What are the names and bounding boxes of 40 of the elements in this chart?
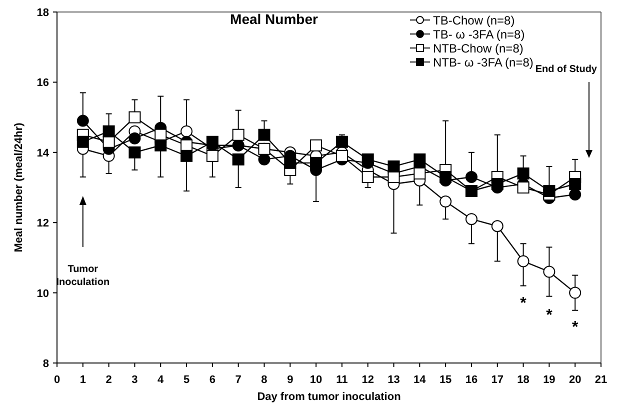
x-tick-label: 0 [54, 374, 60, 386]
x-tick-label: 1 [80, 374, 86, 386]
x-tick-label: 20 [568, 374, 582, 386]
x-tick-label: 14 [414, 374, 427, 386]
x-tick-label: 12 [362, 374, 374, 386]
x-tick-label: 19 [543, 374, 556, 386]
y-tick-label: 16 [36, 77, 49, 90]
x-tick-label: 8 [261, 374, 268, 386]
x-tick-label: 13 [388, 374, 400, 386]
x-tick-label: 18 [517, 374, 530, 386]
x-tick-label: 17 [491, 374, 504, 386]
x-tick-label: 16 [465, 374, 478, 386]
legend-label: NTB- ω -3FA (n=8) [433, 56, 534, 70]
x-axis-title: Day from tumor inoculation [257, 391, 402, 403]
y-tick-label: 12 [36, 218, 49, 230]
legend-label: TB- ω -3FA (n=8) [433, 28, 525, 42]
annotation: * [520, 295, 528, 312]
x-tick-label: 21 [594, 374, 608, 386]
x-tick-label: 3 [132, 374, 138, 386]
legend-label: TB-Chow (n=8) [433, 14, 515, 28]
legend-label: NTB-Chow (n=8) [433, 42, 524, 56]
annotation: End of Study [535, 64, 598, 75]
annotation: * [546, 307, 554, 324]
y-axis-title: Meal number (meal/24hr) [13, 122, 25, 252]
annotation: Tumor Inoculation [56, 264, 110, 288]
x-tick-label: 10 [310, 374, 322, 386]
x-tick-label: 7 [235, 374, 242, 386]
chart-title: Meal Number [230, 11, 318, 27]
x-tick-label: 5 [183, 374, 190, 386]
y-tick-label: 14 [36, 147, 50, 160]
x-tick-label: 11 [336, 374, 348, 386]
x-tick-label: 15 [439, 374, 452, 386]
y-tick-label: 8 [42, 358, 49, 370]
x-tick-label: 2 [106, 374, 112, 386]
y-tick-label: 18 [36, 7, 49, 19]
x-tick-label: 6 [209, 374, 216, 386]
x-tick-label: 4 [158, 374, 165, 386]
x-tick-label: 9 [287, 374, 294, 386]
y-tick-label: 10 [36, 288, 49, 300]
annotation: * [572, 319, 579, 336]
